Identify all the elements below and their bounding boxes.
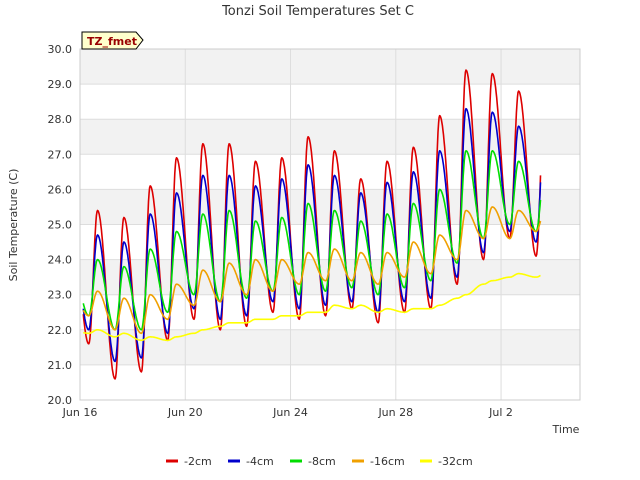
legend-label: -8cm <box>308 455 336 468</box>
y-axis-label: Soil Temperature (C) <box>7 169 20 282</box>
y-tick-label: 26.0 <box>48 183 73 196</box>
series-lines <box>82 69 542 380</box>
y-axis-ticks: 20.0 21.0 22.0 23.0 24.0 25.0 26.0 27.0 28.0 29.0… <box>48 43 73 407</box>
plot-band <box>80 119 580 155</box>
x-tick-label: Jun 28 <box>377 406 413 419</box>
plot-frame <box>79 48 581 401</box>
legend-label: -2cm <box>184 455 212 468</box>
site-label: TZ_fmet <box>87 35 137 48</box>
site-label-box: TZ_fmet <box>81 31 144 50</box>
site-label-tag <box>81 31 144 50</box>
y-tick-label: 23.0 <box>48 289 73 302</box>
series-line-minus-2cm <box>82 69 542 380</box>
series-line-minus-8cm <box>82 150 542 331</box>
y-tick-label: 22.0 <box>48 324 73 337</box>
y-tick-label: 29.0 <box>48 78 73 91</box>
plot-band <box>80 49 580 85</box>
x-tick-label: Jun 16 <box>62 406 98 419</box>
x-axis-label: Time <box>552 423 580 436</box>
chart-title: Tonzi Soil Temperatures Set C <box>221 4 414 19</box>
series-line-minus-32cm <box>83 272 541 342</box>
series-line-minus-16cm <box>82 206 542 335</box>
y-tick-label: 24.0 <box>48 254 73 267</box>
y-tick-label: 28.0 <box>48 113 73 126</box>
x-tick-label: Jun 20 <box>167 406 203 419</box>
x-tick-label: Jun 24 <box>272 406 308 419</box>
plot-band <box>80 329 580 365</box>
x-tick-label: Jul 2 <box>488 406 513 419</box>
legend-label: -16cm <box>370 455 405 468</box>
legend: -2cm -4cm -8cm -16cm -32cm <box>166 455 473 468</box>
x-axis-ticks: Jun 16 Jun 20 Jun 24 Jun 28 Jul 2 <box>62 406 513 419</box>
y-tick-label: 30.0 <box>48 43 73 56</box>
y-tick-label: 21.0 <box>48 359 73 372</box>
y-tick-label: 27.0 <box>48 148 73 161</box>
legend-label: -32cm <box>438 455 473 468</box>
y-tick-label: 25.0 <box>48 219 73 232</box>
plot-bands <box>80 49 580 365</box>
legend-label: -4cm <box>246 455 274 468</box>
y-tick-label: 20.0 <box>48 394 73 407</box>
